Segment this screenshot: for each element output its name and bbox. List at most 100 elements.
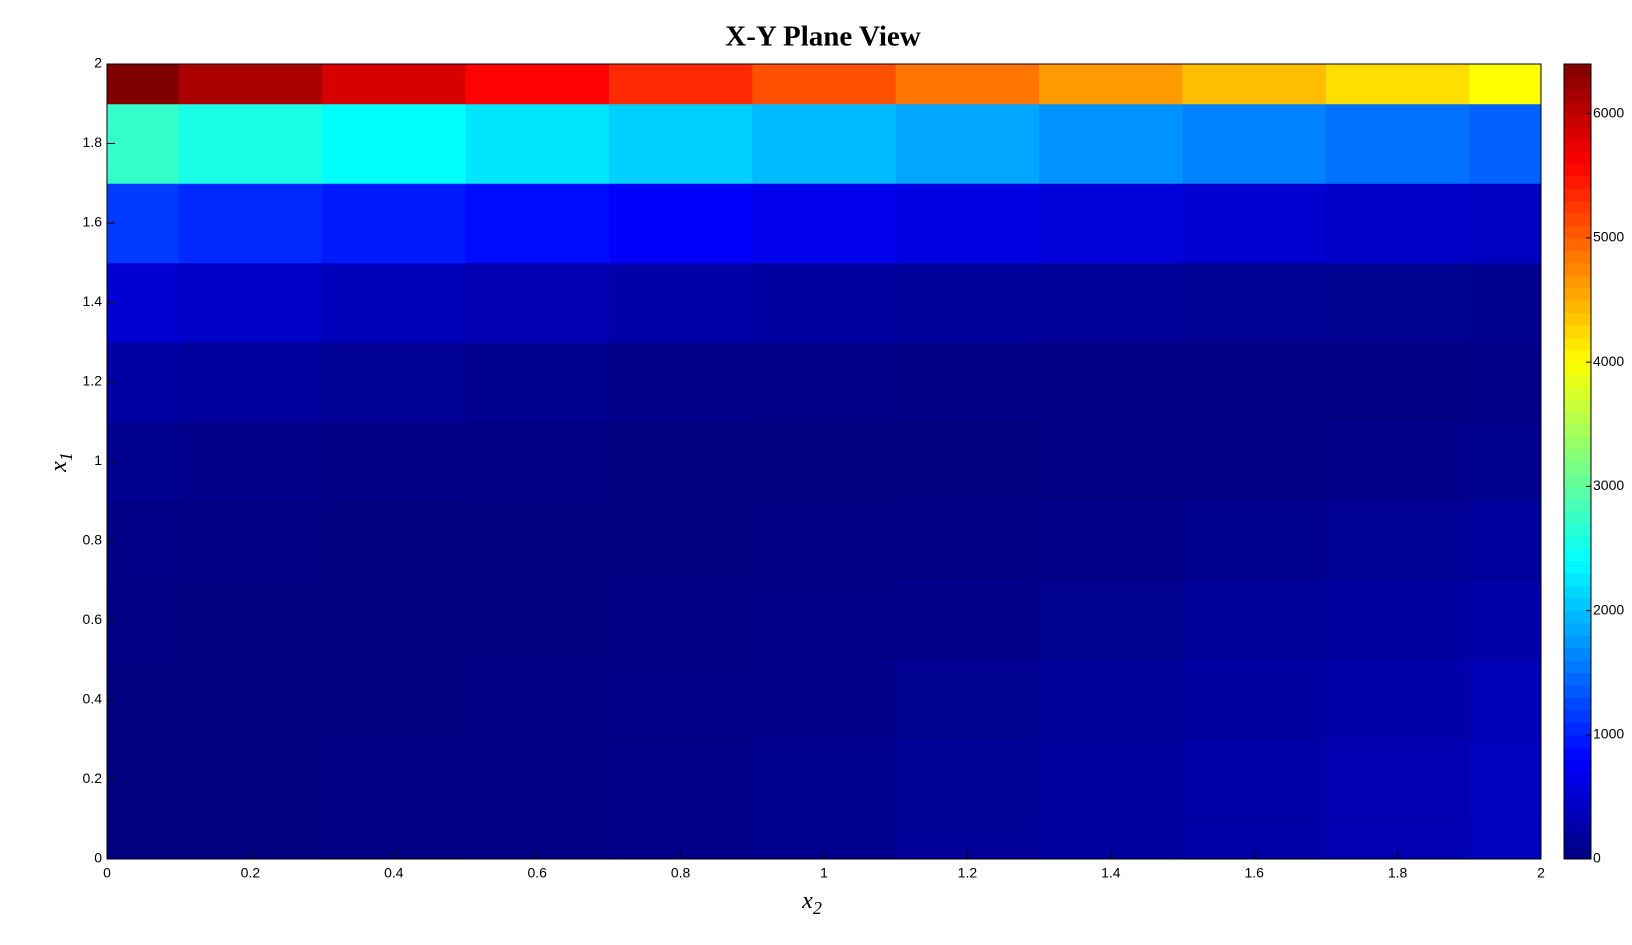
y-tick-label: 2: [94, 55, 102, 71]
heatmap-cell: [1469, 819, 1542, 860]
heatmap-cell: [322, 739, 466, 820]
colorbar-band: [1564, 610, 1591, 624]
heatmap-cell: [1039, 660, 1183, 741]
heatmap-cell: [1182, 262, 1327, 343]
colorbar-band: [1564, 237, 1591, 251]
y-tick-label: 1.8: [83, 134, 103, 150]
colorbar-band: [1564, 101, 1591, 115]
colorbar-band: [1564, 461, 1591, 475]
heatmap-cell: [465, 183, 610, 264]
colorbar-band: [1564, 188, 1591, 202]
x-axis-label-base: x: [801, 888, 813, 914]
heatmap-cell: [752, 342, 897, 423]
colorbar-band: [1564, 76, 1591, 90]
heatmap-cell: [107, 262, 180, 343]
colorbar-band: [1564, 138, 1591, 152]
x-tick-label: 0.2: [241, 865, 261, 881]
heatmap-cell: [1039, 183, 1183, 264]
heatmap-cell: [895, 660, 1040, 741]
heatmap-cell: [107, 660, 180, 741]
colorbar-band: [1564, 685, 1591, 699]
colorbar-band: [1564, 784, 1591, 798]
heatmap-cell: [178, 64, 323, 105]
heatmap-cell: [322, 660, 466, 741]
y-axis-label-base: x: [46, 461, 72, 473]
heatmap-cell: [322, 64, 466, 105]
colorbar-band: [1564, 386, 1591, 400]
heatmap-cell: [107, 501, 180, 582]
heatmap-cell: [322, 183, 466, 264]
colorbar-band: [1564, 250, 1591, 264]
colorbar-band: [1564, 834, 1591, 848]
heatmap-cell: [107, 64, 180, 105]
colorbar-band: [1564, 635, 1591, 649]
y-axis-label-subscript: 1: [56, 452, 76, 461]
heatmap-cell: [752, 262, 897, 343]
colorbar-band: [1564, 312, 1591, 326]
heatmap-cell: [465, 660, 610, 741]
colorbar-band: [1564, 113, 1591, 127]
heatmap-cell: [322, 103, 466, 184]
colorbar-tick-label: 2000: [1593, 601, 1624, 617]
colorbar-band: [1564, 362, 1591, 376]
heatmap-cell: [1182, 103, 1327, 184]
colorbar-band: [1564, 734, 1591, 748]
y-tick-label: 1.6: [83, 214, 103, 230]
heatmap-cell: [752, 64, 897, 105]
colorbar-band: [1564, 374, 1591, 388]
heatmap-cell: [107, 739, 180, 820]
colorbar-band: [1564, 150, 1591, 164]
x-tick-label: 0.8: [671, 865, 691, 881]
heatmap-cell: [608, 739, 753, 820]
heatmap-cell: [752, 183, 897, 264]
heatmap-cell: [1325, 64, 1470, 105]
heatmap-cell: [1325, 421, 1470, 502]
heatmap-cell: [752, 421, 897, 502]
heatmap-cell: [1182, 64, 1327, 105]
x-tick-label: 1.2: [958, 865, 978, 881]
heatmap-cell: [1039, 421, 1183, 502]
y-tick-label: 1.2: [83, 373, 103, 389]
heatmap-cell: [178, 739, 323, 820]
heatmap-cell: [322, 580, 466, 661]
colorbar-band: [1564, 560, 1591, 574]
heatmap-cell: [1039, 64, 1183, 105]
heatmap-cell: [1469, 342, 1542, 423]
heatmap-cell: [608, 342, 753, 423]
heatmap-cell: [895, 64, 1040, 105]
colorbar-band: [1564, 846, 1591, 860]
colorbar-band: [1564, 585, 1591, 599]
heatmap-cell: [1325, 501, 1470, 582]
colorbar-band: [1564, 548, 1591, 562]
colorbar-band: [1564, 759, 1591, 773]
colorbar-band: [1564, 324, 1591, 338]
heatmap-cell: [1325, 739, 1470, 820]
heatmap-cell: [1039, 580, 1183, 661]
colorbar-band: [1564, 436, 1591, 450]
heatmap-cell: [1182, 501, 1327, 582]
heatmap-cell: [895, 421, 1040, 502]
x-tick-label: 0.4: [384, 865, 404, 881]
heatmap-cell: [1182, 580, 1327, 661]
heatmap-cell: [1039, 342, 1183, 423]
heatmap-cell: [465, 739, 610, 820]
colorbar-band: [1564, 399, 1591, 413]
heatmap-cell: [752, 660, 897, 741]
colorbar-band: [1564, 672, 1591, 686]
heatmap-cell: [1325, 580, 1470, 661]
heatmap-cell: [895, 501, 1040, 582]
heatmap-cell: [895, 739, 1040, 820]
heatmap-cell: [322, 262, 466, 343]
heatmap-cell: [465, 421, 610, 502]
colorbar-tick-label: 5000: [1593, 229, 1624, 245]
heatmap-cell: [178, 501, 323, 582]
heatmap-cell: [107, 819, 180, 860]
y-tick-label: 0: [94, 850, 102, 866]
y-tick-label: 1: [94, 452, 102, 468]
heatmap-cell: [322, 421, 466, 502]
heatmap-cell: [465, 262, 610, 343]
x-tick-label: 1.8: [1388, 865, 1408, 881]
heatmap-cell: [1039, 103, 1183, 184]
